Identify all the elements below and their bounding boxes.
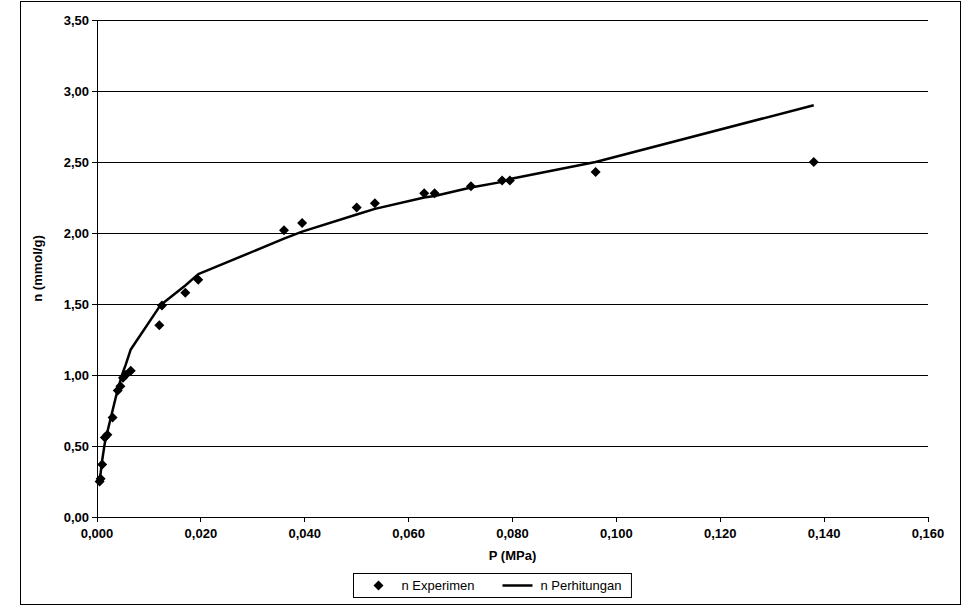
y-tick-label: 2,00 <box>64 226 89 241</box>
y-tick-label: 3,00 <box>64 84 89 99</box>
exp-point <box>96 474 106 484</box>
legend-item: n Perhitungan <box>502 578 621 593</box>
exp-point <box>115 381 125 391</box>
exp-point <box>193 275 203 285</box>
y-tick <box>92 233 97 234</box>
legend-label: n Experimen <box>402 578 475 593</box>
x-tick-label: 0,160 <box>912 526 945 541</box>
x-tick-label: 0,100 <box>600 526 633 541</box>
grid-line <box>97 91 928 92</box>
grid-line <box>97 304 928 305</box>
y-tick <box>92 517 97 518</box>
y-axis <box>97 20 98 517</box>
legend-marker <box>374 581 384 591</box>
exp-point <box>419 188 429 198</box>
x-tick <box>200 517 201 522</box>
y-axis-title: n (mmol/g) <box>30 235 45 301</box>
exp-point <box>352 202 362 212</box>
exp-point <box>466 181 476 191</box>
exp-point <box>108 413 118 423</box>
exp-point <box>809 157 819 167</box>
exp-point <box>180 288 190 298</box>
x-tick-label: 0,000 <box>81 526 114 541</box>
x-tick <box>304 517 305 522</box>
grid-line <box>97 233 928 234</box>
y-tick <box>92 91 97 92</box>
y-tick-label: 0,00 <box>64 510 89 525</box>
exp-point <box>126 366 136 376</box>
legend: n Experimen n Perhitungan <box>354 574 632 598</box>
exp-point <box>591 167 601 177</box>
x-tick-label: 0,120 <box>704 526 737 541</box>
x-tick <box>512 517 513 522</box>
x-tick <box>824 517 825 522</box>
grid-line <box>97 375 928 376</box>
x-axis-title: P (MPa) <box>489 548 536 563</box>
y-tick-label: 1,50 <box>64 297 89 312</box>
grid-line <box>97 517 928 518</box>
x-tick <box>720 517 721 522</box>
exp-point <box>430 188 440 198</box>
y-tick <box>92 20 97 21</box>
y-tick <box>92 375 97 376</box>
exp-point <box>370 198 380 208</box>
x-tick-label: 0,060 <box>392 526 425 541</box>
calc-line <box>100 105 814 478</box>
exp-point <box>157 300 167 310</box>
y-tick-label: 0,50 <box>64 439 89 454</box>
legend-box <box>354 574 632 598</box>
x-axis <box>97 517 928 518</box>
y-tick <box>92 162 97 163</box>
legend-item: n Experimen <box>374 578 475 593</box>
x-tick-label: 0,040 <box>288 526 321 541</box>
y-tick <box>92 446 97 447</box>
legend-line <box>502 584 532 587</box>
x-tick-label: 0,020 <box>185 526 218 541</box>
exp-point <box>97 459 107 469</box>
chart-border <box>21 2 961 605</box>
legend-label: n Perhitungan <box>540 578 621 593</box>
y-tick-label: 1,00 <box>64 368 89 383</box>
x-tick <box>408 517 409 522</box>
x-tick <box>928 517 929 522</box>
chart: 0,00 0,50 1,00 1,50 2,00 2,50 3,00 3,50 0,000 0,0… <box>0 0 964 613</box>
grid-line <box>97 446 928 447</box>
x-tick-label: 0,140 <box>808 526 841 541</box>
grid-line <box>97 162 928 163</box>
exp-point <box>279 225 289 235</box>
y-tick <box>92 304 97 305</box>
x-tick <box>616 517 617 522</box>
exp-point <box>154 320 164 330</box>
exp-point <box>297 218 307 228</box>
y-tick-label: 2,50 <box>64 155 89 170</box>
exp-point <box>102 430 112 440</box>
x-tick <box>97 517 98 522</box>
x-tick-label: 0,080 <box>496 526 529 541</box>
y-tick-label: 3,50 <box>64 13 89 28</box>
exp-point <box>505 175 515 185</box>
grid-line <box>97 20 928 21</box>
plot-data <box>95 105 819 486</box>
